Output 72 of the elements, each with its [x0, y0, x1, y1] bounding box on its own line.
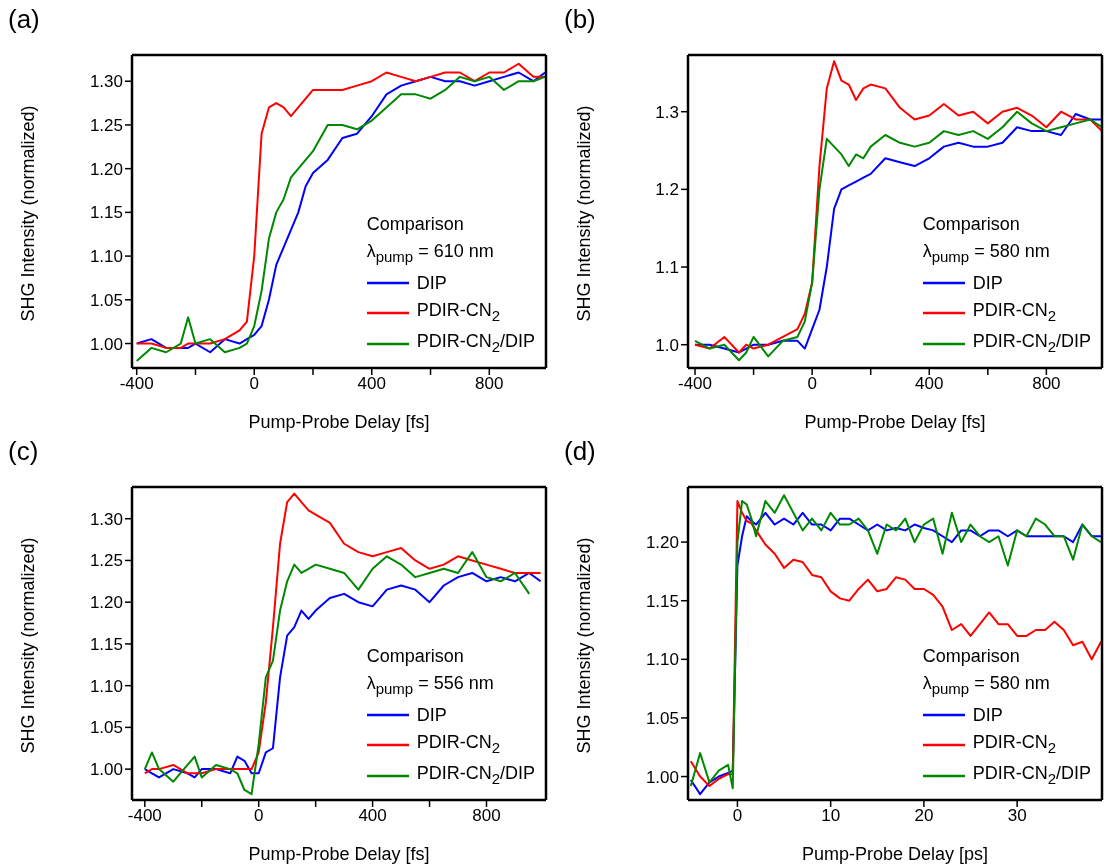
y-tick-label: 1.3	[655, 102, 679, 122]
y-axis-title: SHG Intensity (normalized)	[574, 105, 595, 322]
x-tick-label: 400	[915, 374, 944, 394]
chart-title: (d)	[564, 436, 596, 467]
annotation: λ$_{pump}$ = 580 nm	[922, 240, 1051, 267]
y-tick-label: 1.25	[89, 115, 123, 135]
x-tick-label: -400	[678, 374, 713, 394]
x-axis-title: Pump-Probe Delay [fs]	[248, 412, 430, 432]
x-tick-label: -400	[119, 374, 154, 394]
x-axis-title: Pump-Probe Delay [ps]	[801, 844, 989, 864]
legend-label: DIP	[416, 271, 447, 295]
annotation: λ$_{pump}$ = 556 nm	[366, 672, 495, 699]
x-axis-title: Pump-Probe Delay [fs]	[248, 844, 430, 864]
legend-label: DIP	[972, 703, 1003, 727]
x-tick-label: 0	[807, 374, 817, 394]
legend-label: PDIR-CN$_{2}$	[416, 298, 500, 326]
legend-label: DIP	[972, 271, 1003, 295]
y-axis-title: SHG Intensity (normalized)	[574, 537, 595, 754]
y-tick-label: 1.10	[89, 676, 123, 696]
x-tick-label: 20	[914, 806, 934, 826]
y-tick-label: 1.00	[89, 334, 123, 354]
y-tick-label: 1.25	[89, 551, 123, 571]
legend-title: Comparison	[922, 213, 1021, 237]
x-tick-label: 10	[821, 806, 841, 826]
legend-label: PDIR-CN$_{2}$/DIP	[972, 762, 1091, 789]
y-tick-label: 1.30	[89, 72, 123, 92]
y-tick-label: 1.00	[89, 760, 123, 780]
x-tick-label: 0	[253, 806, 264, 826]
legend-label: DIP	[416, 703, 447, 727]
legend-label: PDIR-CN$_{2}$/DIP	[416, 762, 535, 789]
y-tick-label: 1.10	[645, 650, 679, 670]
legend-label: PDIR-CN$_{2}$/DIP	[972, 330, 1091, 357]
chart-title: (b)	[564, 4, 596, 35]
y-tick-label: 1.30	[89, 509, 123, 529]
y-tick-label: 1.05	[89, 718, 123, 738]
x-tick-label: 0	[249, 374, 259, 394]
y-tick-label: 1.20	[645, 533, 679, 553]
y-axis-title: SHG Intensity (normalized)	[18, 105, 39, 322]
y-tick-label: 1.10	[89, 247, 123, 267]
x-tick-label: -400	[127, 806, 162, 826]
y-tick-label: 1.00	[645, 767, 679, 787]
line-series	[694, 60, 1102, 354]
x-tick-label: 0	[732, 806, 743, 826]
y-tick-label: 1.20	[89, 593, 123, 613]
y-tick-label: 1.15	[89, 203, 123, 223]
chart-title: (a)	[8, 4, 40, 35]
y-tick-label: 1.2	[655, 180, 679, 200]
x-tick-label: 400	[358, 806, 387, 826]
y-tick-label: 1.15	[89, 634, 123, 654]
y-tick-label: 1.05	[89, 290, 123, 310]
y-tick-label: 1.20	[89, 159, 123, 179]
y-tick-label: 1.05	[645, 708, 679, 728]
annotation: λ$_{pump}$ = 610 nm	[366, 240, 495, 267]
x-tick-label: 800	[1032, 374, 1061, 394]
chart-title: (c)	[8, 436, 39, 467]
x-tick-label: 800	[475, 374, 504, 394]
y-tick-label: 1.0	[655, 335, 679, 355]
legend-title: Comparison	[922, 645, 1021, 669]
annotation: λ$_{pump}$ = 580 nm	[922, 672, 1051, 699]
y-axis-title: SHG Intensity (normalized)	[18, 537, 39, 754]
legend-label: PDIR-CN$_{2}$	[416, 730, 500, 758]
legend-title: Comparison	[366, 645, 465, 669]
legend-title: Comparison	[366, 213, 465, 237]
y-tick-label: 1.15	[645, 591, 679, 611]
x-axis-title: Pump-Probe Delay [fs]	[804, 412, 986, 432]
x-tick-label: 400	[357, 374, 386, 394]
x-tick-label: 30	[1007, 806, 1027, 826]
legend-label: PDIR-CN$_{2}$/DIP	[416, 330, 535, 357]
y-tick-label: 1.1	[655, 258, 679, 278]
legend-label: PDIR-CN$_{2}$	[972, 298, 1056, 326]
legend-label: PDIR-CN$_{2}$	[972, 730, 1056, 758]
x-tick-label: 800	[472, 806, 501, 826]
